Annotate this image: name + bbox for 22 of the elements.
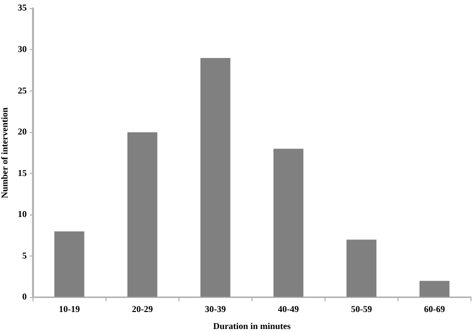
x-tick-label: 10-19 [58,304,80,314]
y-tick-label: 0 [22,292,28,302]
bar [273,148,304,297]
y-tick-label: 20 [18,126,28,137]
x-tick-label: 60-69 [424,304,446,314]
bar [200,58,230,297]
x-tick-label: 50-59 [350,304,372,314]
y-tick-label: 10 [18,209,28,220]
y-axis-title: Number of intervention [0,107,10,198]
bar [127,132,158,297]
x-tick-label: 40-49 [278,304,300,314]
y-tick-label: 5 [22,250,28,260]
bar [420,280,450,297]
y-tick-label: 15 [18,168,28,178]
bar [54,231,84,297]
x-tick-label: 20-29 [132,304,154,314]
y-tick-label: 35 [18,2,28,13]
x-axis-title: Duration in minutes [213,320,292,331]
y-tick-label: 30 [18,44,28,54]
y-tick-label: 25 [18,85,28,96]
x-tick-label: 30-39 [204,304,226,314]
bar [346,240,376,297]
